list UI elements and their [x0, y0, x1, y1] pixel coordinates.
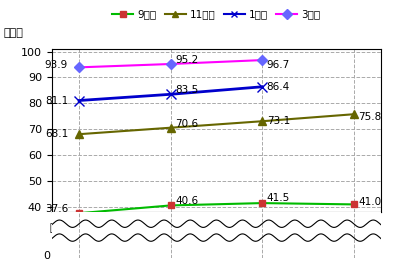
Text: 68.1: 68.1 [45, 129, 68, 139]
Text: 40.6: 40.6 [175, 196, 198, 206]
Text: 0: 0 [44, 251, 51, 261]
Text: 41.5: 41.5 [267, 193, 290, 203]
Text: 93.9: 93.9 [45, 60, 68, 70]
Text: （％）: （％） [4, 28, 24, 38]
Text: 70.6: 70.6 [175, 119, 198, 129]
Text: 73.1: 73.1 [267, 116, 290, 126]
Text: 86.4: 86.4 [267, 82, 290, 92]
Text: 83.5: 83.5 [175, 85, 198, 95]
Text: 95.2: 95.2 [175, 55, 198, 65]
Legend: 9月末, 11月末, 1月末, 3月末: 9月末, 11月末, 1月末, 3月末 [108, 5, 325, 24]
Text: 75.8: 75.8 [358, 112, 382, 122]
Text: 37.6: 37.6 [45, 203, 68, 214]
Text: 96.7: 96.7 [267, 60, 290, 70]
Text: 41.0: 41.0 [358, 197, 382, 207]
Text: 81.1: 81.1 [45, 95, 68, 106]
